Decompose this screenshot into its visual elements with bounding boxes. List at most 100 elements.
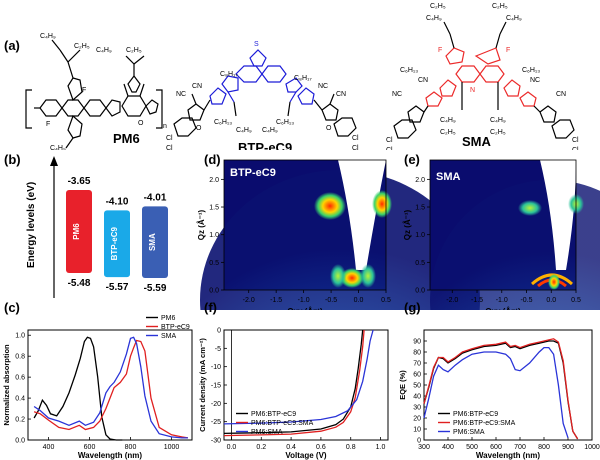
giwaxs-xlabel: Qxy (Å⁻¹)	[287, 307, 323, 310]
btp-name: BTP-eC9	[238, 140, 292, 150]
y-tick-label: 1.0	[15, 333, 25, 340]
y-tick-label: 0	[417, 438, 421, 445]
pm6-name: PM6	[113, 131, 140, 146]
giwaxs-xtick-label: 0.0	[354, 297, 364, 304]
sma-substituents: C₂H₅ C₂H₅ C₄H₉ C₄H₉ C₆H₁₃ C₆H₁₃ NC CN CN…	[386, 3, 579, 150]
svg-text:C₂H₅: C₂H₅	[440, 129, 456, 136]
x-axis-label: Voltage (V)	[285, 451, 327, 460]
svg-text:F: F	[438, 47, 442, 54]
series-line-2	[223, 329, 374, 425]
giwaxs-ytick-label: 0.5	[209, 260, 219, 267]
giwaxs-panel-e: SMA -2.0 -1.5 -1.0 -0.5 0.0 0.5 0.0 0.5 1.0 1.5 2.…	[403, 159, 600, 310]
svg-text:S: S	[254, 41, 259, 48]
y-tick-label: 20	[413, 416, 421, 423]
svg-text:CN: CN	[336, 91, 346, 98]
x-tick-label: 0.0	[227, 444, 237, 451]
y-tick-label: 30	[413, 405, 421, 412]
legend-label-1: PM6:BTP-eC9:SMA	[453, 420, 516, 427]
svg-text:C₆H₁₃: C₆H₁₃	[400, 67, 418, 74]
svg-text:C₈H₁₇: C₈H₁₇	[220, 71, 238, 78]
y-tick-label: 0.2	[15, 417, 25, 424]
y-axis-label: Normalized absorption	[2, 344, 11, 426]
giwaxs-xlabel: Qxy (Å⁻¹)	[485, 307, 521, 310]
series-line-1	[33, 339, 189, 439]
x-axis-label: Wavelength (nm)	[476, 451, 540, 460]
y-tick-label: 70	[413, 361, 421, 368]
giwaxs-ytick-label: 0.0	[415, 288, 425, 295]
giwaxs-xtick-label: -1.5	[471, 297, 483, 304]
giwaxs-svg: BTP-eC9 -2.0 -1.5 -1.0 -0.5 0.0 0.5 0.0 0.5 1.0 1…	[197, 159, 600, 310]
x-tick-label: 1000	[584, 444, 600, 451]
x-tick-label: 500	[466, 444, 478, 451]
x-tick-label: 600	[490, 444, 502, 451]
series-line-0	[33, 336, 123, 441]
svg-text:F: F	[506, 47, 510, 54]
legend-label-1: BTP-eC9	[161, 324, 190, 331]
giwaxs-xtick-label: -2.0	[446, 297, 458, 304]
svg-text:F: F	[82, 87, 86, 94]
svg-text:NC: NC	[318, 83, 328, 90]
x-tick-label: 0.4	[286, 444, 296, 451]
x-tick-label: 1.0	[376, 444, 386, 451]
svg-text:Cl: Cl	[572, 137, 579, 144]
svg-text:NC: NC	[392, 91, 402, 98]
y-tick-label: 40	[413, 394, 421, 401]
bar-name-2: SMA	[148, 233, 157, 251]
bar-name-0: PM6	[72, 223, 81, 240]
y-tick-label: 50	[413, 383, 421, 390]
legend-label-0: PM6	[161, 315, 176, 322]
panel-label-a: (a)	[4, 38, 20, 53]
giwaxs-xtick-label: 0.5	[381, 297, 391, 304]
svg-text:C₄H₉: C₄H₉	[96, 47, 112, 54]
svg-text:C₄H₉: C₄H₉	[262, 127, 278, 134]
legend-label-2: SMA	[161, 333, 177, 340]
energy-levels-svg: Energy levels (eV) -3.65 -5.48 PM6 -4.10 -5.…	[26, 156, 168, 298]
sma-structure	[393, 21, 575, 139]
legend-label-2: PM6:SMA	[453, 429, 485, 436]
x-tick-label: 1000	[164, 444, 180, 451]
giwaxs-xtick-label: -1.0	[298, 297, 310, 304]
panel-label-f: (f)	[204, 300, 217, 315]
giwaxs-xtick-label: 0.5	[571, 297, 581, 304]
svg-text:C₄H₉: C₄H₉	[506, 15, 522, 22]
bar-name-1: BTP-eC9	[110, 227, 119, 261]
y-tick-label: 0	[217, 328, 221, 335]
energy-bar-2	[142, 206, 168, 278]
svg-text:C₄H₉: C₄H₉	[50, 145, 66, 150]
giwaxs-panel-d: BTP-eC9 -2.0 -1.5 -1.0 -0.5 0.0 0.5 0.0 0.5 1.0 1…	[197, 159, 480, 310]
series-line-1	[223, 329, 365, 437]
legend-label-1: PM6:BTP-eC9:SMA	[251, 420, 314, 427]
x-tick-label: 900	[562, 444, 574, 451]
svg-text:Cl: Cl	[166, 135, 173, 142]
svg-text:C₄H₉: C₄H₉	[40, 33, 56, 40]
svg-text:C₄H₉: C₄H₉	[426, 15, 442, 22]
giwaxs-ytick-label: 2.0	[415, 177, 425, 184]
legend-label-2: PM6:SMA	[251, 429, 283, 436]
svg-text:F: F	[46, 121, 50, 128]
plot-frame	[27, 329, 193, 441]
svg-text:Cl: Cl	[386, 137, 393, 144]
eqe-chart: 300 400 500 600 700 800 900 1000 0 10 20 30 40 50 60 70…	[398, 329, 600, 460]
svg-text:NC: NC	[176, 91, 186, 98]
energy-ylabel: Energy levels (eV)	[26, 182, 37, 268]
giwaxs-ytick-label: 0.5	[415, 260, 425, 267]
x-tick-label: 0.6	[316, 444, 326, 451]
y-tick-label: 0.0	[15, 438, 25, 445]
y-tick-label: 0.6	[15, 375, 25, 382]
giwaxs-ytick-label: 1.5	[209, 205, 219, 212]
sma-name: SMA	[462, 134, 492, 149]
panel-label-g: (g)	[404, 300, 421, 315]
svg-text:O: O	[196, 125, 202, 132]
svg-text:C₈H₁₇: C₈H₁₇	[294, 75, 312, 82]
giwaxs-xtick-label: -0.5	[325, 297, 337, 304]
series-line-0	[223, 329, 364, 435]
giwaxs-ytick-label: 1.0	[209, 232, 219, 239]
giwaxs-ytick-label: 1.0	[415, 232, 425, 239]
svg-text:C₂H₅: C₂H₅	[492, 3, 508, 10]
giwaxs-xtick-label: 0.0	[546, 297, 556, 304]
y-axis-label: Current density (mA cm⁻²)	[198, 338, 207, 432]
giwaxs-d-title: BTP-eC9	[230, 167, 276, 179]
svg-text:Cl: Cl	[572, 147, 579, 150]
y-tick-label: 60	[413, 372, 421, 379]
